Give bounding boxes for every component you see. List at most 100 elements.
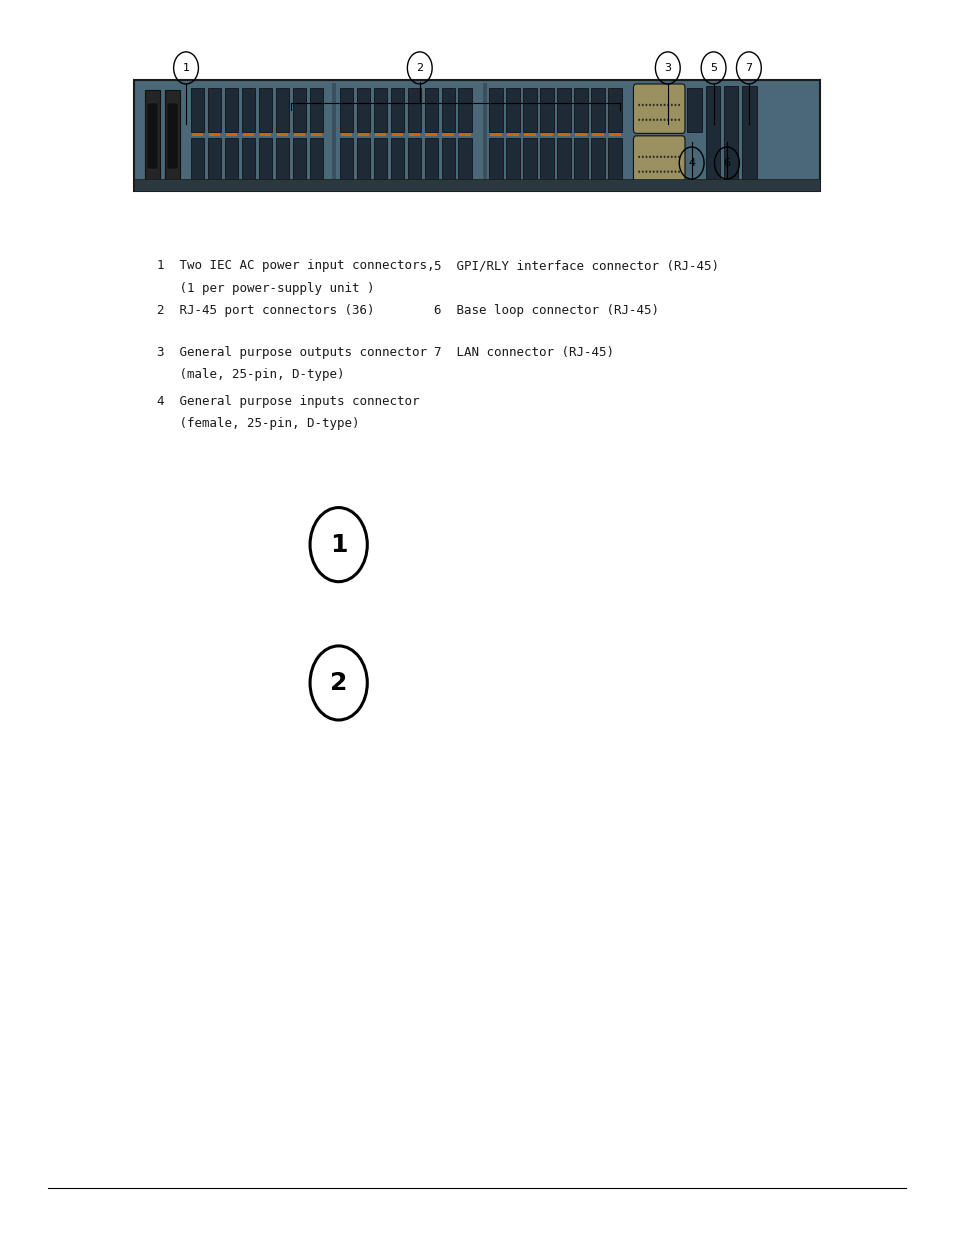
Circle shape (638, 156, 639, 158)
Circle shape (645, 156, 647, 158)
Circle shape (641, 104, 643, 106)
Bar (191, 88, 204, 132)
Text: 3: 3 (663, 63, 671, 73)
Bar (424, 88, 437, 132)
Text: 1: 1 (182, 63, 190, 73)
Bar (507, 133, 518, 136)
Text: (1 per power-supply unit ): (1 per power-supply unit ) (157, 282, 375, 295)
Bar (591, 138, 604, 183)
Bar (357, 133, 369, 136)
Bar (191, 138, 204, 183)
Bar (489, 138, 502, 183)
Bar (258, 88, 272, 132)
Circle shape (648, 156, 650, 158)
Circle shape (656, 156, 658, 158)
Bar (574, 138, 587, 183)
Circle shape (670, 156, 672, 158)
Circle shape (652, 119, 654, 121)
Bar (167, 103, 178, 169)
Bar (374, 138, 387, 183)
Bar (608, 88, 621, 132)
Bar (275, 88, 289, 132)
Bar (310, 88, 323, 132)
Circle shape (663, 156, 665, 158)
Circle shape (678, 170, 679, 173)
Bar (311, 133, 322, 136)
Circle shape (648, 170, 650, 173)
Bar (310, 138, 323, 183)
Bar (441, 88, 455, 132)
Bar (608, 138, 621, 183)
Bar (506, 138, 519, 183)
Bar (574, 88, 587, 132)
Text: 6  Base loop connector (RJ-45): 6 Base loop connector (RJ-45) (434, 304, 659, 317)
Circle shape (645, 119, 647, 121)
Circle shape (659, 119, 661, 121)
Bar (425, 133, 436, 136)
Bar (490, 133, 501, 136)
Bar (375, 133, 386, 136)
Bar (575, 133, 586, 136)
Bar (442, 133, 454, 136)
Text: (male, 25-pin, D-type): (male, 25-pin, D-type) (157, 368, 345, 382)
Bar (242, 133, 253, 136)
Bar (686, 88, 701, 132)
Bar (241, 88, 254, 132)
Circle shape (666, 119, 668, 121)
Circle shape (670, 119, 672, 121)
Bar (723, 86, 738, 185)
Circle shape (670, 104, 672, 106)
Bar (293, 88, 306, 132)
Bar (557, 88, 570, 132)
Bar (558, 133, 569, 136)
Circle shape (652, 170, 654, 173)
Bar (208, 88, 221, 132)
Circle shape (648, 119, 650, 121)
Circle shape (648, 104, 650, 106)
Bar (275, 138, 289, 183)
Bar (390, 138, 403, 183)
Circle shape (674, 104, 676, 106)
Circle shape (674, 119, 676, 121)
Bar (540, 133, 552, 136)
Bar (339, 88, 353, 132)
Bar (133, 80, 820, 191)
Text: 1  Two IEC AC power input connectors,: 1 Two IEC AC power input connectors, (157, 259, 435, 273)
Bar (293, 138, 306, 183)
Bar (524, 133, 536, 136)
Circle shape (659, 156, 661, 158)
Circle shape (674, 170, 676, 173)
Bar (539, 88, 553, 132)
Circle shape (663, 119, 665, 121)
Circle shape (641, 156, 643, 158)
Bar (340, 133, 352, 136)
Bar (459, 133, 471, 136)
Bar (356, 138, 370, 183)
Bar (241, 138, 254, 183)
Text: 2  RJ-45 port connectors (36): 2 RJ-45 port connectors (36) (157, 304, 375, 317)
Bar (209, 133, 220, 136)
Bar (489, 88, 502, 132)
Bar (374, 88, 387, 132)
Bar (557, 138, 570, 183)
Circle shape (674, 156, 676, 158)
Bar (258, 138, 272, 183)
Text: 6: 6 (722, 158, 730, 168)
Bar (332, 83, 335, 189)
Bar (133, 179, 820, 191)
Bar (482, 83, 486, 189)
Bar (441, 138, 455, 183)
Circle shape (656, 104, 658, 106)
Circle shape (645, 104, 647, 106)
Circle shape (678, 156, 679, 158)
FancyBboxPatch shape (633, 84, 684, 133)
Bar (276, 133, 288, 136)
Bar (424, 138, 437, 183)
Text: 7  LAN connector (RJ-45): 7 LAN connector (RJ-45) (434, 346, 614, 359)
Bar (145, 90, 160, 182)
Circle shape (659, 170, 661, 173)
Bar (705, 86, 720, 185)
FancyBboxPatch shape (633, 136, 684, 185)
Text: 2: 2 (330, 671, 347, 695)
Bar (458, 88, 472, 132)
